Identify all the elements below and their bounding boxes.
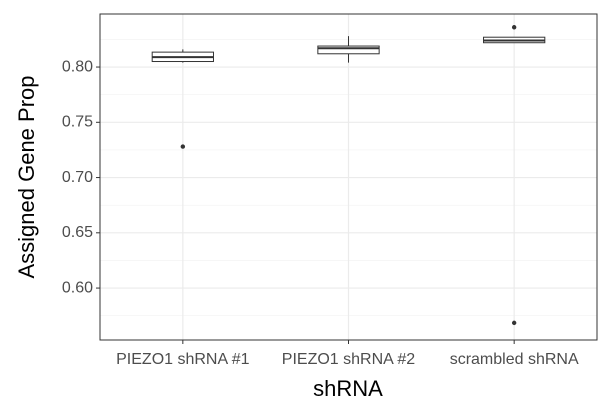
outlier xyxy=(511,25,517,30)
x-axis-title: shRNA xyxy=(313,376,383,401)
y-tick-label: 0.60 xyxy=(62,279,93,296)
x-tick-label: scrambled shRNA xyxy=(450,351,579,368)
y-tick-label: 0.80 xyxy=(62,58,93,75)
y-tick-label: 0.70 xyxy=(62,169,93,186)
box xyxy=(317,45,380,55)
outlier xyxy=(511,320,517,326)
plot-border xyxy=(99,13,598,341)
y-tick-label: 0.65 xyxy=(62,224,93,241)
x-tick-label: PIEZO1 shRNA #1 xyxy=(116,351,249,368)
y-tick-label: 0.75 xyxy=(62,114,93,131)
x-tick-label: PIEZO1 shRNA #2 xyxy=(282,351,415,368)
outlier xyxy=(180,144,186,149)
y-axis-title: Assigned Gene Prop xyxy=(14,75,39,278)
